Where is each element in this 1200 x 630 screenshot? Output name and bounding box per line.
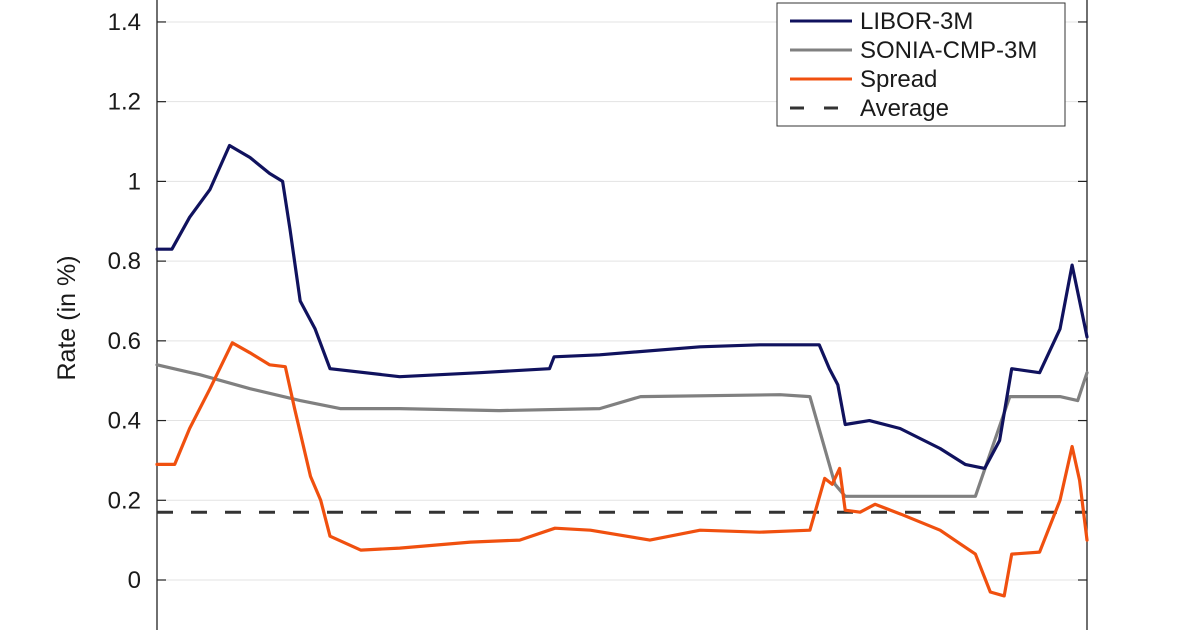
y-tick-label: 1.2 xyxy=(108,89,141,116)
y-tick-label: 0.8 xyxy=(108,248,141,275)
legend: LIBOR-3M SONIA-CMP-3M Spread Average xyxy=(776,2,1066,127)
legend-label-sonia: SONIA-CMP-3M xyxy=(860,37,1037,64)
y-tick-label: 0.4 xyxy=(108,408,141,435)
y-axis-label: Rate (in %) xyxy=(53,255,81,380)
gridlines xyxy=(157,21,1087,581)
legend-item-sonia: SONIA-CMP-3M xyxy=(790,37,1037,64)
y-tick-label: 1 xyxy=(128,168,141,195)
legend-item-average: Average xyxy=(790,95,949,122)
legend-label-average: Average xyxy=(860,95,949,122)
series-spread xyxy=(155,341,1089,598)
series-libor-3m xyxy=(155,143,1089,470)
legend-item-libor: LIBOR-3M xyxy=(790,8,973,35)
y-tick-label: 0 xyxy=(128,567,141,594)
y-tick-label: 0.6 xyxy=(108,328,141,355)
legend-label-libor: LIBOR-3M xyxy=(860,8,973,35)
legend-box xyxy=(776,2,1066,127)
series-lines xyxy=(155,143,1089,598)
y-tick-label: 0.2 xyxy=(108,487,141,514)
series-sonia-cmp-3m xyxy=(155,363,1089,498)
y-tick-label: 1.4 xyxy=(108,9,141,36)
legend-item-spread: Spread xyxy=(790,66,937,93)
y-axis-ticks: 0 0.2 0.4 0.6 0.8 1 1.2 1.4 xyxy=(108,9,1087,594)
legend-label-spread: Spread xyxy=(860,66,937,93)
